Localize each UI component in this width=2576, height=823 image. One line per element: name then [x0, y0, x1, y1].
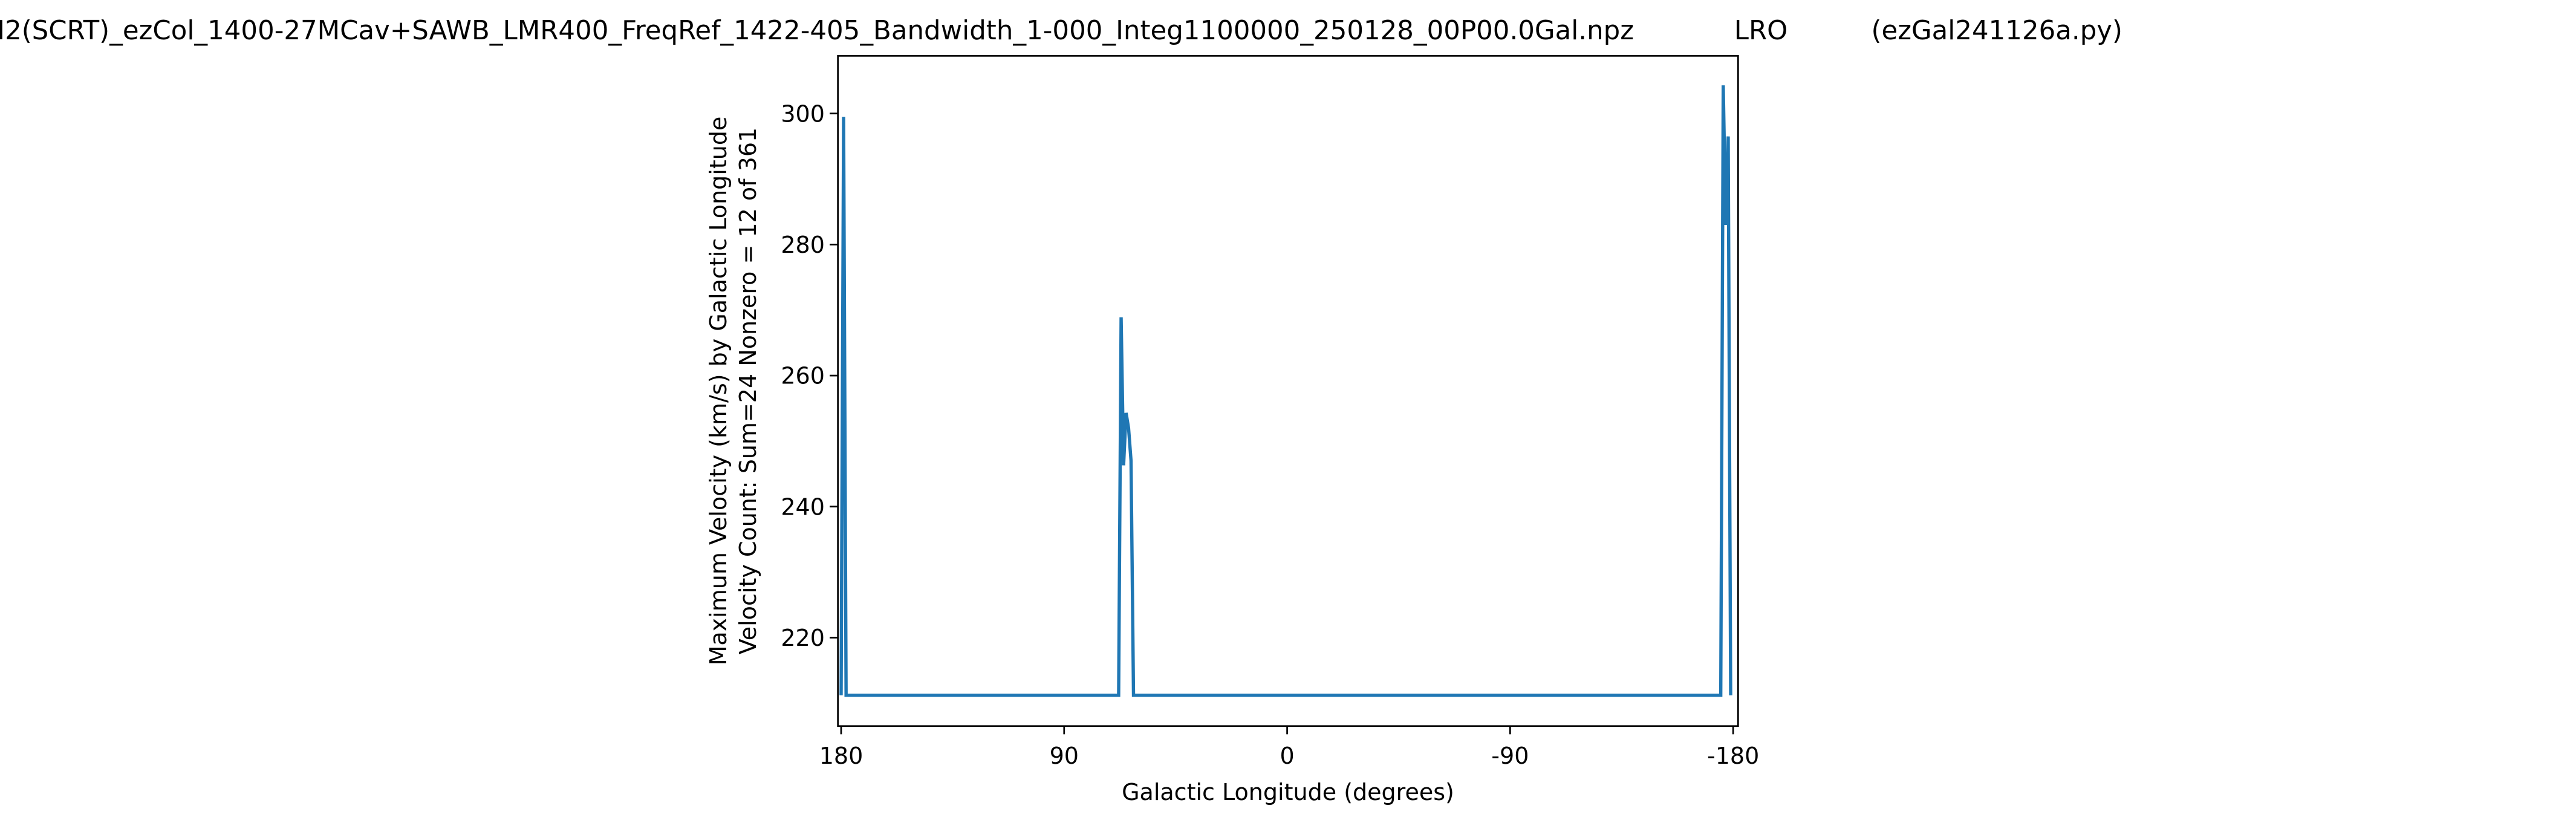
y-tick-label: 240 — [781, 493, 825, 520]
y-axis-label: Velocity Count: Sum=24 Nonzero = 12 of 3… — [735, 128, 761, 655]
plot-frame — [837, 55, 1739, 727]
y-tick-label: 280 — [781, 232, 825, 258]
y-axis-label: Maximum Velocity (km/s) by Galactic Long… — [705, 117, 732, 666]
x-axis-label: Galactic Longitude (degrees) — [1122, 779, 1454, 805]
data-line — [839, 85, 1732, 697]
x-tick-label: -90 — [1491, 743, 1529, 769]
x-tick-label: 180 — [819, 743, 864, 769]
y-tick-label: 300 — [781, 100, 825, 127]
y-tick-label: 220 — [781, 625, 825, 651]
x-tick-label: -180 — [1707, 743, 1759, 769]
y-tick-label: 260 — [781, 363, 825, 389]
x-tick-label: 90 — [1050, 743, 1079, 769]
x-tick-label: 0 — [1280, 743, 1294, 769]
chart-title: LRO-H2(SCRT)_ezCol_1400-27MCav+SAWB_LMR4… — [0, 16, 2122, 46]
